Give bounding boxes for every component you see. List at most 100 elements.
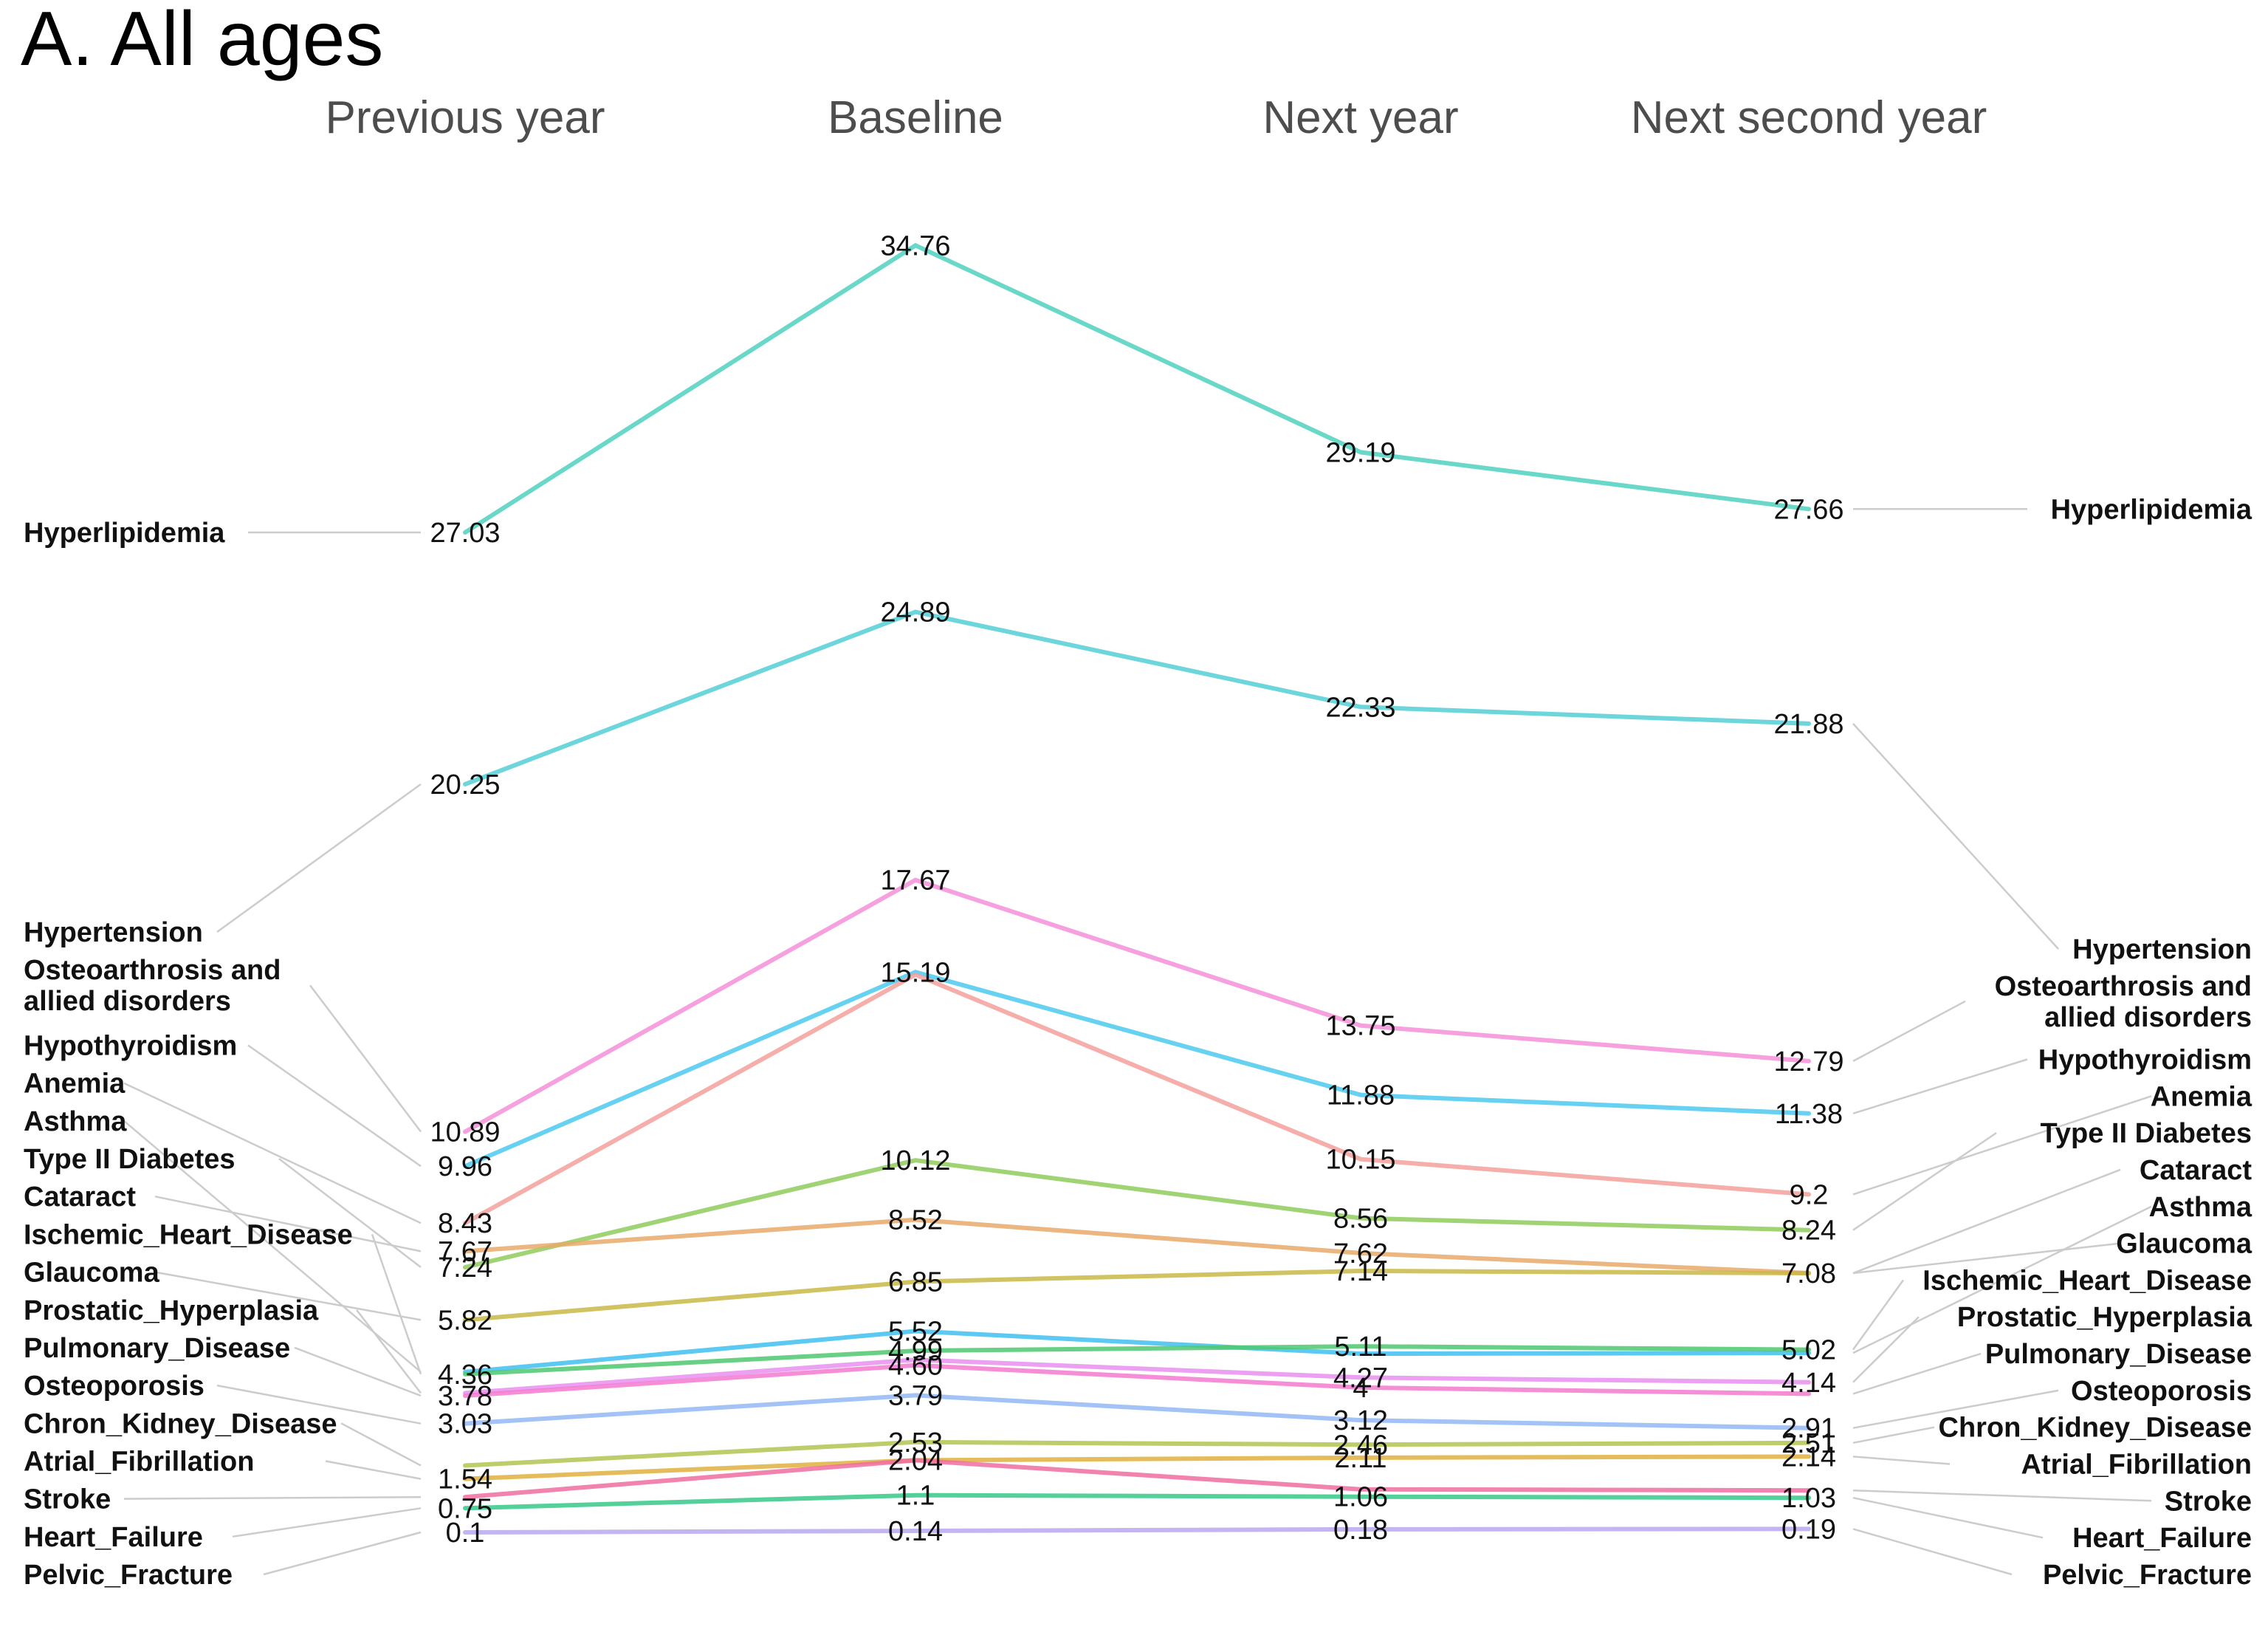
left-leader-hypothyroidism: [247, 1044, 422, 1168]
value-label-osteoporosis-0: 3.03: [438, 1409, 492, 1440]
left-leader-osteoporosis: [216, 1384, 422, 1425]
series-line-stroke: [463, 1458, 1811, 1500]
left-leader-glaucoma: [154, 1271, 422, 1321]
right-leader-osteoarthrosis-and-allied-disorders: [1852, 1000, 1966, 1063]
series-line-hyperlipidemia: [463, 242, 1811, 535]
value-label-type-ii-diabetes-3: 8.24: [1781, 1216, 1836, 1247]
left-label-glaucoma: Glaucoma: [24, 1258, 160, 1289]
series-lines: [463, 242, 1811, 1535]
right-leader-hypothyroidism: [1852, 1058, 2028, 1114]
value-label-pulmonary-disease-1: 4.60: [888, 1351, 943, 1382]
value-label-glaucoma-0: 5.82: [438, 1305, 492, 1336]
left-label-asthma: Asthma: [24, 1106, 127, 1137]
value-label-prostatic-hyperplasia-2: 4.27: [1333, 1362, 1388, 1394]
value-label-type-ii-diabetes-1: 10.12: [880, 1145, 950, 1176]
value-label-osteoporosis-3: 2.91: [1781, 1413, 1836, 1444]
series-line-anemia: [463, 972, 1811, 1226]
value-label-hyperlipidemia-0: 27.03: [430, 518, 500, 549]
chart-title: A. All ages: [21, 0, 383, 82]
value-label-anemia-0: 8.43: [438, 1208, 492, 1239]
left-label-chron-kidney-disease: Chron_Kidney_Disease: [24, 1408, 337, 1439]
left-leader-heart-failure: [232, 1507, 422, 1538]
left-label-pelvic-fracture: Pelvic_Fracture: [24, 1560, 233, 1591]
right-label-osteoarthrosis-and-allied-disorders: Osteoarthrosis and allied disorders: [1995, 971, 2252, 1033]
value-label-pulmonary-disease-0: 3.78: [438, 1381, 492, 1412]
right-leader-osteoporosis: [1852, 1389, 2059, 1429]
left-label-cataract: Cataract: [24, 1182, 136, 1213]
value-label-hyperlipidemia-2: 29.19: [1325, 437, 1395, 468]
value-label-heart-failure-3: 1.03: [1781, 1483, 1836, 1514]
series-line-hypertension: [463, 609, 1811, 786]
value-label-ischemic-heart-disease-0: 4.36: [438, 1360, 492, 1391]
right-label-hypothyroidism: Hypothyroidism: [2038, 1045, 2252, 1076]
value-label-hypertension-1: 24.89: [880, 597, 950, 628]
right-leader-type-ii-diabetes: [1852, 1132, 1997, 1231]
series-line-pelvic-fracture: [463, 1526, 1811, 1535]
series-line-heart-failure: [463, 1492, 1811, 1511]
value-label-pelvic-fracture-3: 0.19: [1781, 1514, 1836, 1545]
column-header-baseline: Baseline: [828, 92, 1003, 143]
value-label-pelvic-fracture-1: 0.14: [888, 1516, 943, 1547]
right-label-pulmonary-disease: Pulmonary_Disease: [1985, 1339, 2252, 1370]
value-label-heart-failure-2: 1.06: [1333, 1482, 1388, 1513]
left-label-ischemic-heart-disease: Ischemic_Heart_Disease: [24, 1219, 353, 1250]
right-label-chron-kidney-disease: Chron_Kidney_Disease: [1939, 1413, 2252, 1444]
column-headers: Previous year Baseline Next year Next secon…: [325, 92, 1987, 143]
label-leader-lines: [123, 508, 2152, 1576]
right-leader-anemia: [1852, 1095, 2152, 1196]
value-labels: 27.03 34.76 29.19 27.66 20.25 24.89 22.33 21.88…: [430, 230, 1843, 1549]
value-label-ischemic-heart-disease-1: 4.99: [888, 1336, 943, 1367]
left-leader-anemia: [123, 1082, 422, 1224]
series-line-osteoarthrosis-and-allied-disorders: [463, 877, 1811, 1134]
value-label-type-ii-diabetes-2: 8.56: [1333, 1204, 1388, 1235]
left-label-osteoarthrosis-and-allied-disorders: Osteoarthrosis and allied disorders: [24, 955, 281, 1017]
left-leader-pulmonary-disease: [294, 1346, 422, 1397]
left-label-hypertension: Hypertension: [24, 917, 203, 948]
value-label-hypothyroidism-3: 11.38: [1775, 1099, 1843, 1130]
right-leader-asthma: [1852, 1205, 2152, 1354]
right-leader-heart-failure: [1852, 1496, 2044, 1539]
value-label-cataract-1: 8.52: [888, 1205, 943, 1236]
right-leader-glaucoma: [1852, 1242, 2121, 1275]
value-label-heart-failure-0: 0.75: [438, 1493, 492, 1524]
value-label-atrial-fibrillation-3: 2.14: [1781, 1442, 1836, 1473]
value-label-cataract-3: 7.08: [1781, 1258, 1836, 1289]
value-label-osteoporosis-1: 3.79: [888, 1380, 943, 1411]
left-leader-cataract: [154, 1195, 422, 1252]
right-label-ischemic-heart-disease: Ischemic_Heart_Disease: [1922, 1265, 2252, 1296]
left-leader-stroke: [123, 1495, 422, 1500]
right-label-stroke: Stroke: [2165, 1486, 2252, 1517]
value-label-hypothyroidism-1: 15.19: [880, 957, 950, 988]
value-label-cataract-0: 7.67: [438, 1236, 492, 1267]
series-line-glaucoma: [463, 1268, 1811, 1323]
value-label-heart-failure-1: 1.1: [896, 1481, 935, 1512]
value-label-atrial-fibrillation-2: 2.11: [1334, 1443, 1386, 1474]
column-header-previous-year: Previous year: [325, 92, 605, 143]
value-label-chron-kidney-disease-1: 2.53: [888, 1427, 943, 1459]
value-label-osteoarthrosis-and-allied-disorders-2: 13.75: [1325, 1011, 1395, 1042]
left-leader-type-ii-diabetes: [278, 1158, 422, 1268]
value-label-osteoarthrosis-and-allied-disorders-1: 17.67: [880, 866, 950, 897]
left-label-osteoporosis: Osteoporosis: [24, 1371, 205, 1402]
value-label-atrial-fibrillation-0: 1.54: [438, 1464, 492, 1495]
left-label-stroke: Stroke: [24, 1484, 111, 1515]
left-label-hypothyroidism: Hypothyroidism: [24, 1031, 237, 1062]
right-series-labels: Hyperlipidemia Hypertension Osteoarthrosis…: [1922, 494, 2252, 1591]
value-label-ischemic-heart-disease-3: 5.02: [1781, 1335, 1836, 1366]
value-label-glaucoma-2: 7.14: [1333, 1256, 1388, 1287]
value-label-pulmonary-disease-2: 4: [1353, 1373, 1368, 1404]
column-header-next-second-year: Next second year: [1631, 92, 1987, 143]
left-label-pulmonary-disease: Pulmonary_Disease: [24, 1333, 290, 1364]
left-leader-pelvic-fracture: [263, 1531, 422, 1576]
value-label-hypertension-3: 21.88: [1773, 709, 1843, 740]
right-label-asthma: Asthma: [2149, 1192, 2252, 1223]
value-label-hypertension-2: 22.33: [1325, 692, 1395, 723]
value-label-chron-kidney-disease-2: 2.46: [1333, 1430, 1388, 1461]
series-line-osteoporosis: [463, 1393, 1811, 1430]
left-leader-prostatic-hyperplasia: [356, 1309, 422, 1394]
right-label-glaucoma: Glaucoma: [2116, 1229, 2252, 1260]
right-leader-stroke: [1852, 1489, 2152, 1502]
right-leader-chron-kidney-disease: [1852, 1426, 1935, 1444]
value-label-hypothyroidism-2: 11.88: [1327, 1080, 1395, 1111]
right-leader-pelvic-fracture: [1852, 1528, 2013, 1576]
